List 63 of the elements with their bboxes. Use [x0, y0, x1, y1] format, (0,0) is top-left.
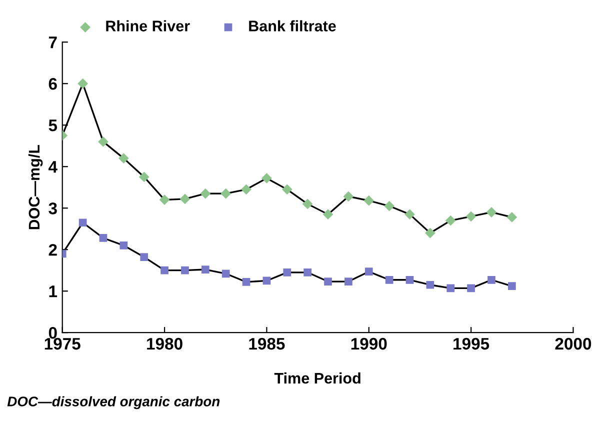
- point: [384, 200, 395, 212]
- point: [283, 268, 292, 276]
- y-tick-label: 3: [48, 202, 57, 214]
- point: [98, 136, 108, 147]
- point: [304, 268, 312, 276]
- point: [404, 209, 415, 220]
- point: [262, 173, 272, 184]
- y-tick-label: 5: [48, 120, 58, 132]
- point: [445, 215, 456, 226]
- point: [201, 266, 210, 274]
- point: [282, 184, 292, 195]
- point: [118, 153, 129, 164]
- point: [467, 284, 475, 292]
- point: [508, 282, 516, 290]
- point: [488, 276, 496, 284]
- point: [200, 188, 211, 199]
- y-tick-label: 4: [48, 161, 58, 173]
- point: [160, 266, 168, 274]
- y-tick-label: 0: [48, 326, 57, 339]
- x-axis-title: Time Period: [274, 372, 360, 384]
- point: [181, 266, 189, 274]
- point: [364, 195, 374, 206]
- y-tick-label: 1: [49, 286, 58, 298]
- x-tick-label: 1985: [249, 338, 285, 350]
- point: [138, 172, 150, 182]
- y-tick-label: 6: [48, 78, 57, 90]
- x-tick-label: 1995: [454, 338, 490, 350]
- point: [322, 209, 334, 220]
- x-tick-label: 1990: [351, 338, 387, 350]
- point: [385, 276, 394, 284]
- point: [324, 278, 332, 286]
- y-tick-label: 7: [48, 36, 57, 48]
- point: [426, 280, 434, 289]
- point: [222, 270, 230, 278]
- point: [466, 211, 476, 222]
- point: [99, 234, 108, 242]
- point: [78, 218, 87, 227]
- x-tick-label: 2000: [555, 338, 592, 350]
- point: [343, 191, 354, 202]
- point: [344, 278, 352, 286]
- legend-label: Rhine River: [106, 20, 190, 32]
- x-tick-label: 1975: [44, 338, 80, 350]
- point: [220, 188, 232, 199]
- y-axis-title: DOC—mg/L: [28, 144, 43, 230]
- point: [180, 194, 190, 204]
- point: [406, 276, 414, 284]
- point: [364, 268, 373, 276]
- text: DOC—dissolved organic carbon: [7, 396, 220, 410]
- point: [120, 242, 128, 250]
- point: [262, 276, 271, 285]
- point: [159, 194, 170, 205]
- legend-label: Bank filtrate: [249, 20, 336, 32]
- point: [424, 228, 436, 238]
- point: [302, 198, 313, 210]
- point: [446, 284, 455, 292]
- point: [241, 184, 252, 195]
- x-tick-label: 1980: [147, 338, 182, 350]
- y-tick-label: 2: [48, 244, 57, 256]
- point: [242, 278, 250, 286]
- point: [78, 78, 88, 89]
- point: [140, 253, 148, 261]
- point: [506, 212, 518, 222]
- point: [486, 207, 497, 218]
